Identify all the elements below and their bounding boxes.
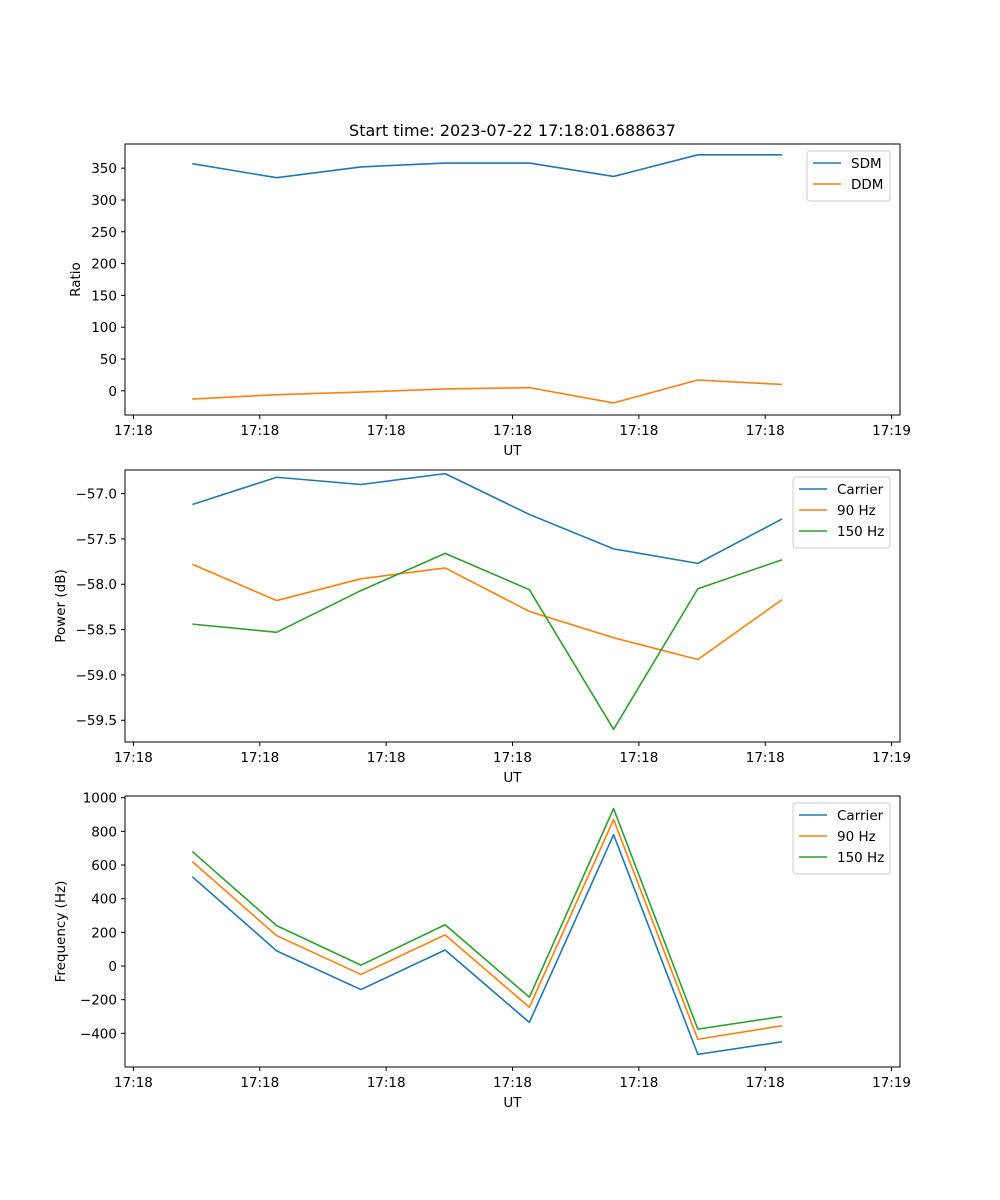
x-axis-label: UT — [503, 1095, 522, 1111]
y-tick-label: 200 — [91, 257, 117, 273]
x-tick-label: 17:18 — [493, 750, 532, 766]
y-tick-label: −400 — [80, 1026, 117, 1042]
y-tick-label: −59.0 — [76, 668, 117, 684]
x-tick-label: 17:18 — [746, 423, 785, 439]
chart-title: Start time: 2023-07-22 17:18:01.688637 — [349, 121, 676, 140]
x-tick-label: 17:18 — [114, 1075, 153, 1091]
y-tick-label: 100 — [91, 320, 117, 336]
legend-label: 90 Hz — [837, 829, 876, 845]
x-tick-label: 17:18 — [240, 423, 279, 439]
y-tick-label: 50 — [100, 352, 117, 368]
y-tick-label: 1000 — [83, 791, 117, 807]
x-axis-label: UT — [503, 443, 522, 459]
x-tick-label: 17:19 — [872, 1075, 911, 1091]
series-line-90-hz — [191, 818, 783, 1041]
series-line-90-hz — [192, 563, 783, 661]
x-tick-label: 17:18 — [493, 423, 532, 439]
series-line-carrier — [192, 472, 783, 565]
y-axis-label: Ratio — [68, 262, 84, 297]
x-tick-label: 17:18 — [493, 1075, 532, 1091]
y-tick-label: −57.0 — [76, 487, 117, 503]
x-tick-label: 17:18 — [240, 750, 279, 766]
y-tick-label: 800 — [91, 824, 117, 840]
y-axis-label: Frequency (Hz) — [53, 881, 69, 983]
x-tick-label: 17:18 — [367, 423, 406, 439]
series-line-ddm — [192, 379, 783, 404]
x-tick-label: 17:18 — [619, 750, 658, 766]
legend-label: SDM — [851, 156, 882, 172]
y-tick-label: 600 — [91, 858, 117, 874]
y-tick-label: −59.5 — [76, 713, 117, 729]
series-line-carrier — [191, 833, 783, 1056]
chart-panel-2: 17:18 17:18 17:18 17:18 17:18 17:18 17:19 −59.5… — [53, 469, 911, 786]
legend-label: Carrier — [837, 482, 884, 498]
legend: Carrier 90 Hz 150 Hz — [792, 476, 891, 549]
y-tick-label: −58.5 — [76, 623, 117, 639]
legend-label: Carrier — [837, 808, 884, 824]
chart-panels: Start time: 2023-07-22 17:18:01.688637 17… — [53, 121, 911, 1111]
y-tick-label: 0 — [108, 384, 117, 400]
x-tick-label: 17:18 — [619, 423, 658, 439]
y-tick-label: −58.0 — [76, 577, 117, 593]
legend: Carrier 90 Hz 150 Hz — [792, 802, 891, 875]
x-tick-label: 17:19 — [872, 750, 911, 766]
legend-label: 90 Hz — [837, 503, 876, 519]
legend-label: 150 Hz — [837, 850, 884, 866]
legend-label: 150 Hz — [837, 524, 884, 540]
chart-panel-3: 17:18 17:18 17:18 17:18 17:18 17:18 17:19 −400 −… — [53, 791, 911, 1111]
x-tick-label: 17:18 — [619, 1075, 658, 1091]
y-tick-label: 400 — [91, 892, 117, 908]
x-tick-label: 17:18 — [114, 750, 153, 766]
y-axis-label: Power (dB) — [53, 569, 69, 642]
chart-panel-1: Start time: 2023-07-22 17:18:01.688637 17… — [68, 121, 911, 459]
series-line-sdm — [192, 154, 783, 179]
x-tick-label: 17:19 — [872, 423, 911, 439]
y-tick-label: 200 — [91, 925, 117, 941]
x-axis-label: UT — [503, 770, 522, 786]
series-line-150-hz — [191, 807, 783, 1030]
legend-label: DDM — [851, 177, 883, 193]
x-tick-label: 17:18 — [240, 1075, 279, 1091]
y-tick-label: 150 — [91, 288, 117, 304]
legend: SDM DDM — [806, 150, 891, 202]
y-tick-label: 0 — [108, 959, 117, 975]
series-line-150-hz — [192, 552, 783, 731]
x-tick-label: 17:18 — [367, 1075, 406, 1091]
y-tick-label: 350 — [91, 161, 117, 177]
y-tick-label: 300 — [91, 193, 117, 209]
x-tick-label: 17:18 — [114, 423, 153, 439]
y-tick-label: 250 — [91, 225, 117, 241]
x-tick-label: 17:18 — [367, 750, 406, 766]
y-tick-label: −200 — [80, 993, 117, 1009]
x-tick-label: 17:18 — [746, 1075, 785, 1091]
x-tick-label: 17:18 — [746, 750, 785, 766]
y-tick-label: −57.5 — [76, 532, 117, 548]
